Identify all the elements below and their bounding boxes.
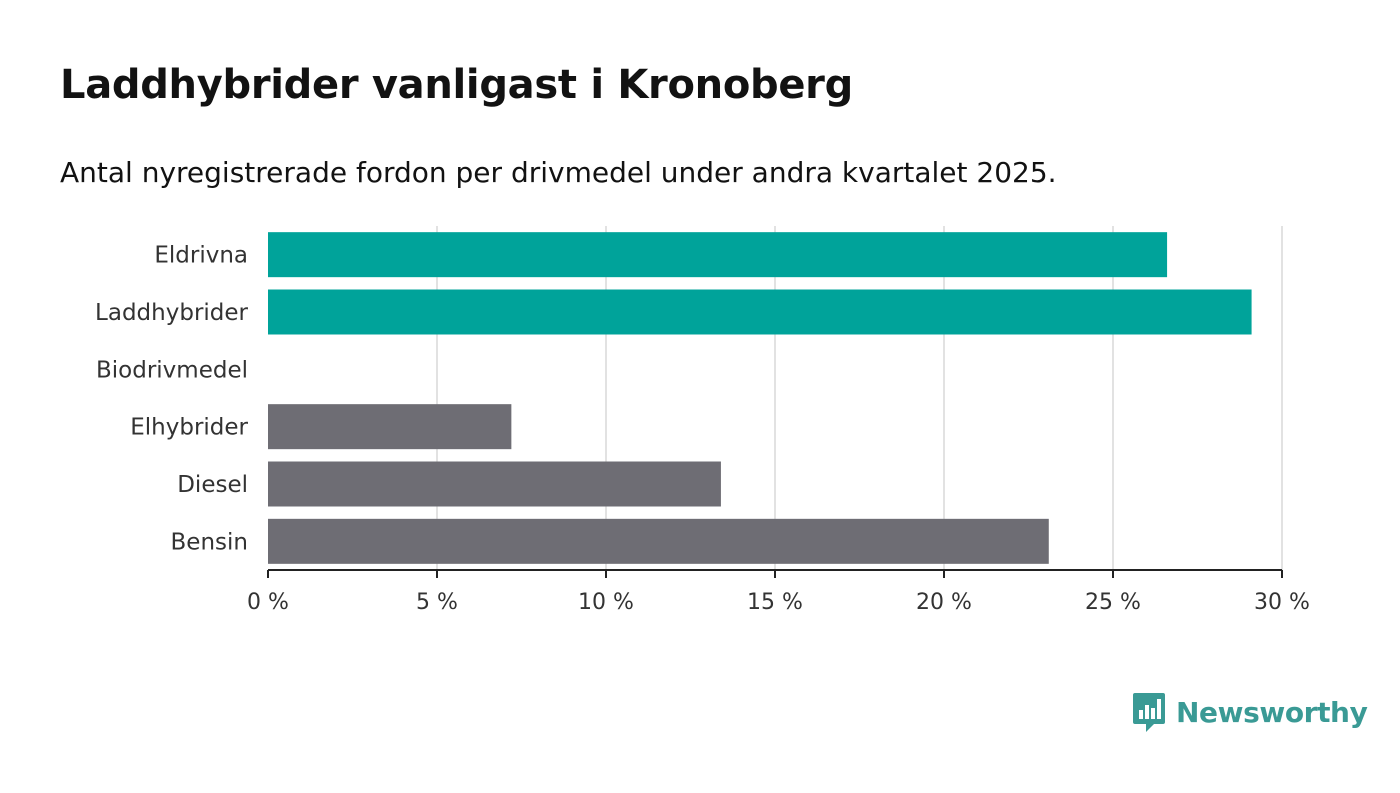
x-tick-label: 20 % bbox=[916, 590, 972, 615]
category-label: Elhybrider bbox=[130, 415, 248, 441]
category-label: Laddhybrider bbox=[95, 300, 248, 326]
category-labels: Eldrivna Laddhybrider Biodrivmedel Elhybrid… bbox=[95, 243, 248, 556]
x-tick-label: 15 % bbox=[747, 590, 803, 615]
category-label: Biodrivmedel bbox=[96, 357, 248, 383]
bar bbox=[268, 518, 1049, 564]
chart-subtitle: Antal nyregistrerade fordon per drivmede… bbox=[60, 156, 1057, 189]
bar bbox=[268, 461, 721, 507]
grid-lines bbox=[436, 226, 1283, 570]
x-axis: 0 % 5 % 10 % 15 % 20 % 25 % 30 % bbox=[247, 569, 1310, 615]
bar bbox=[268, 289, 1252, 335]
x-tick-label: 5 % bbox=[416, 590, 458, 615]
bar-chart-speech-bubble-icon bbox=[1133, 693, 1165, 732]
brand-name: Newsworthy bbox=[1176, 695, 1368, 729]
brand-logo: Newsworthy bbox=[1132, 692, 1368, 732]
bars bbox=[268, 232, 1252, 564]
bar bbox=[268, 232, 1168, 278]
chart-title: Laddhybrider vanligast i Kronoberg bbox=[60, 62, 853, 108]
x-tick-label: 25 % bbox=[1085, 590, 1141, 615]
category-label: Bensin bbox=[171, 529, 248, 555]
x-tick-label: 0 % bbox=[247, 590, 289, 615]
bar bbox=[268, 404, 512, 450]
x-tick-label: 30 % bbox=[1254, 590, 1310, 615]
x-tick-label: 10 % bbox=[578, 590, 634, 615]
category-label: Diesel bbox=[177, 472, 248, 498]
category-label: Eldrivna bbox=[154, 243, 248, 269]
